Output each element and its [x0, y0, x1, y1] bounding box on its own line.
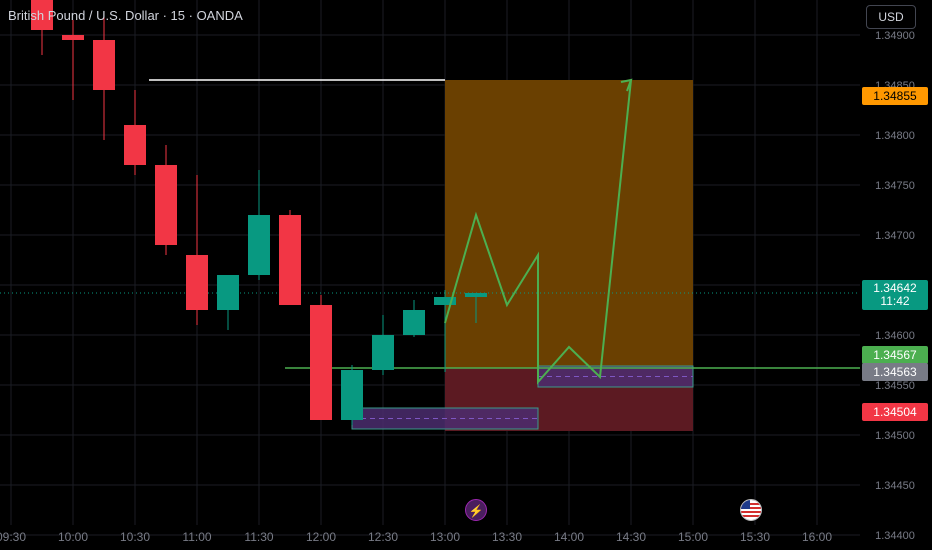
x-tick-label: 13:30: [492, 530, 522, 544]
y-tick-label: 1.34700: [875, 230, 915, 242]
candle-body: [403, 310, 425, 335]
x-tick-label: 14:00: [554, 530, 584, 544]
currency-button[interactable]: USD: [866, 5, 916, 29]
candle-body: [186, 255, 208, 310]
candle-body: [155, 165, 177, 245]
y-tick-label: 1.34400: [875, 530, 915, 542]
candle-body: [310, 305, 332, 420]
y-tick-label: 1.34800: [875, 130, 915, 142]
x-tick-label: 10:30: [120, 530, 150, 544]
candle-body: [465, 293, 487, 297]
us-flag-icon[interactable]: [740, 499, 762, 521]
x-tick-label: 11:00: [182, 530, 211, 544]
level-price-label: 1.34563: [862, 363, 928, 381]
entry-price-label: 1.34567: [862, 346, 928, 364]
x-tick-label: 12:00: [306, 530, 336, 544]
fvg-box-2: [537, 365, 694, 388]
x-tick-label: 10:00: [58, 530, 88, 544]
candle-body: [434, 297, 456, 305]
last-price-value: 1.34642: [873, 281, 917, 295]
candle-body: [217, 275, 239, 310]
chart-title: British Pound / U.S. Dollar · 15 · OANDA: [8, 8, 243, 23]
last-price-label: 1.34642 11:42: [862, 280, 928, 310]
target-zone: [445, 80, 693, 368]
y-tick-label: 1.34900: [875, 30, 915, 42]
y-tick-label: 1.34450: [875, 480, 915, 492]
projected-path: [444, 79, 632, 385]
candle-body: [93, 40, 115, 90]
lightning-icon[interactable]: ⚡: [465, 499, 487, 521]
candle-body: [124, 125, 146, 165]
path-arrowhead: [620, 78, 633, 92]
x-tick-label: 12:30: [368, 530, 398, 544]
candle-body: [62, 35, 84, 40]
y-tick-label: 1.34750: [875, 180, 915, 192]
candle-body: [372, 335, 394, 370]
x-tick-label: 14:30: [616, 530, 646, 544]
x-tick-label: 09:30: [0, 530, 26, 544]
candle-body: [31, 0, 53, 30]
candle-body: [279, 215, 301, 305]
y-tick-label: 1.34600: [875, 330, 915, 342]
countdown-timer: 11:42: [880, 294, 910, 308]
x-tick-label: 15:30: [740, 530, 770, 544]
x-tick-label: 15:00: [678, 530, 708, 544]
target-price-label: 1.34855: [862, 87, 928, 105]
y-tick-label: 1.34550: [875, 380, 915, 392]
y-tick-label: 1.34500: [875, 430, 915, 442]
x-tick-label: 11:30: [244, 530, 273, 544]
x-tick-label: 16:00: [802, 530, 832, 544]
stop-price-label: 1.34504: [862, 403, 928, 421]
x-tick-label: 13:00: [430, 530, 460, 544]
candle-body: [248, 215, 270, 275]
candle-body: [341, 370, 363, 420]
